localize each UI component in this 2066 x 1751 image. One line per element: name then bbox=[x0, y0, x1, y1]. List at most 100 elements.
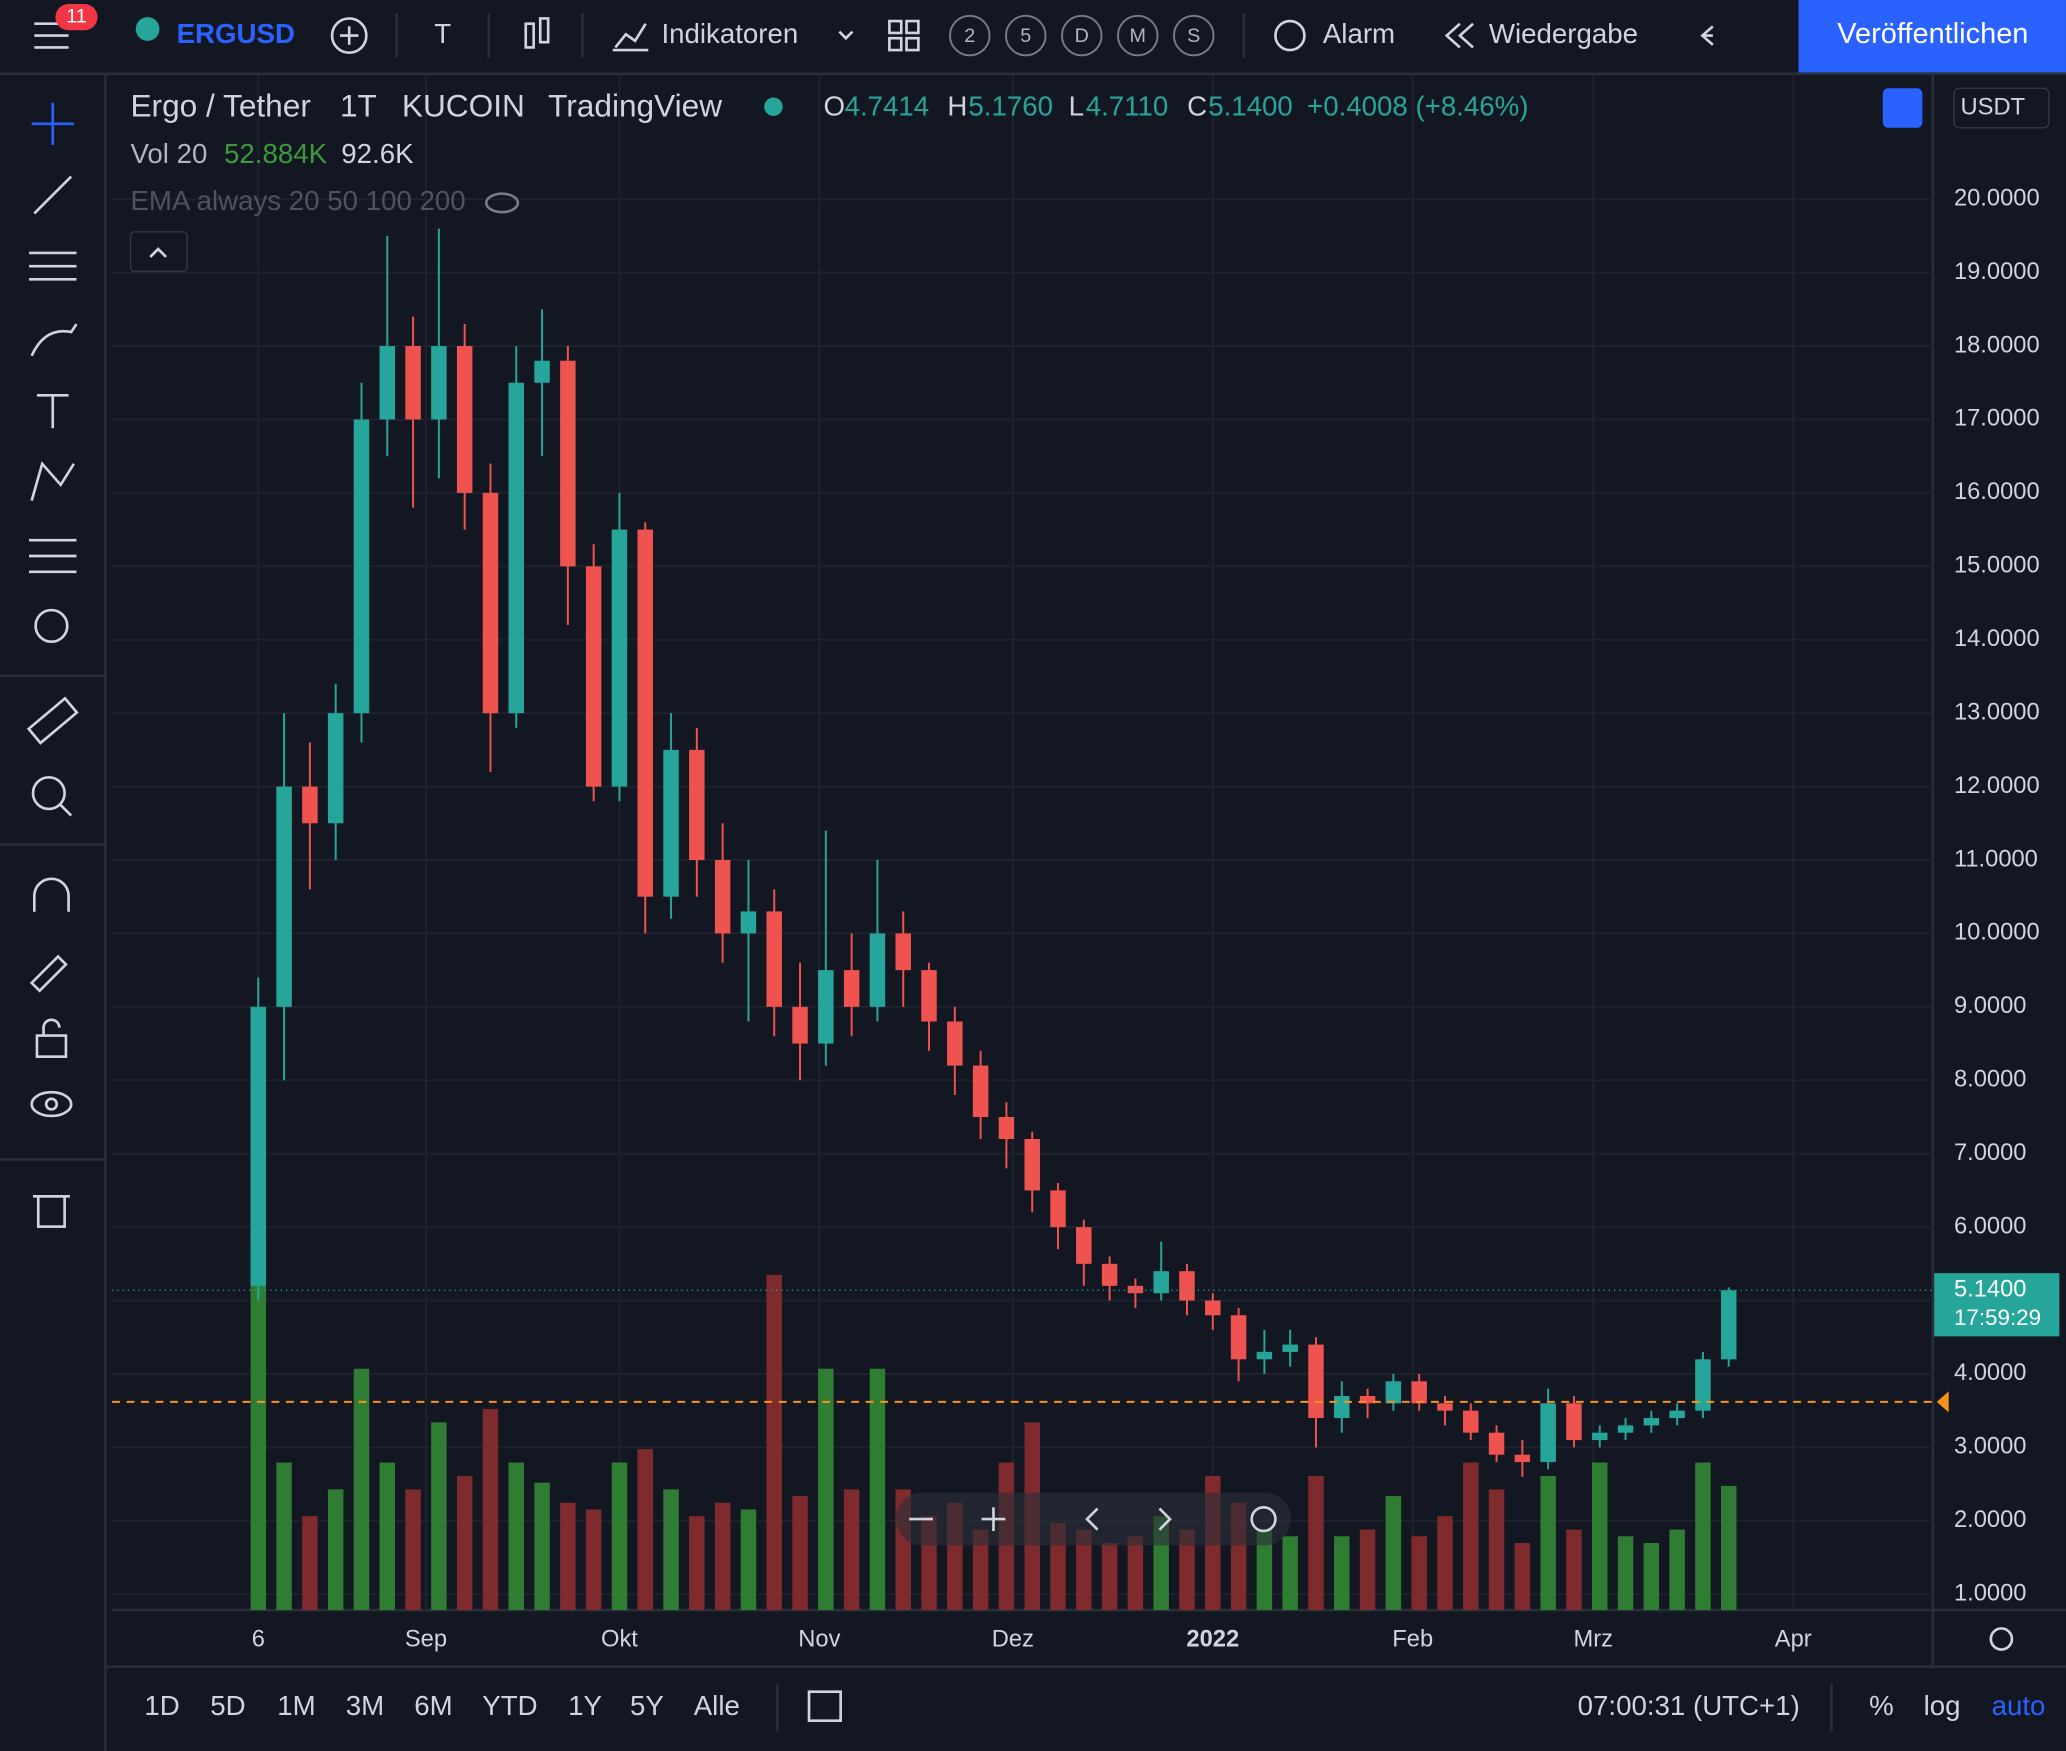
x-tick-label: Sep bbox=[405, 1627, 447, 1653]
currency-button[interactable] bbox=[1953, 87, 2050, 129]
x-tick-label: Dez bbox=[992, 1627, 1034, 1653]
zoom-controls[interactable] bbox=[895, 1492, 1292, 1546]
undo-button[interactable] bbox=[1700, 25, 1714, 46]
replay-button[interactable]: Wiedergabe bbox=[1489, 18, 1638, 49]
candle-body bbox=[947, 1021, 963, 1066]
x-tick-label: Mrz bbox=[1574, 1627, 1614, 1653]
candle-body bbox=[1540, 1403, 1556, 1463]
candle-body bbox=[740, 911, 757, 934]
range-button[interactable]: 1Y bbox=[568, 1690, 602, 1721]
volume-bar bbox=[663, 1489, 679, 1611]
volume-bar bbox=[1282, 1536, 1298, 1611]
layout-circle[interactable] bbox=[1116, 14, 1159, 57]
range-button[interactable]: Alle bbox=[694, 1690, 740, 1721]
settings-button[interactable] bbox=[1989, 1627, 2014, 1651]
candle-body bbox=[1127, 1285, 1144, 1294]
badge-count: 11 bbox=[66, 5, 87, 27]
volume-bar bbox=[508, 1462, 525, 1611]
open-value: 4.7414 bbox=[845, 90, 930, 121]
candle-body bbox=[1411, 1381, 1427, 1404]
x-tick-label: Okt bbox=[601, 1627, 638, 1653]
layout-circle[interactable] bbox=[1005, 14, 1047, 57]
volume-bar bbox=[302, 1516, 318, 1611]
hide-tool[interactable] bbox=[30, 1090, 73, 1118]
range-button[interactable]: 1M bbox=[277, 1690, 315, 1721]
auto-toggle[interactable]: auto bbox=[1992, 1690, 2046, 1721]
zoom-tool[interactable] bbox=[31, 776, 66, 811]
volume-bar bbox=[740, 1509, 757, 1611]
magnet-tool[interactable] bbox=[32, 877, 70, 912]
measure-tool[interactable] bbox=[26, 696, 79, 745]
range-button[interactable]: 6M bbox=[414, 1690, 452, 1721]
candle-body bbox=[1179, 1271, 1195, 1301]
interval-button[interactable]: T bbox=[434, 18, 451, 49]
hidden-icon[interactable] bbox=[484, 192, 520, 214]
candle-body bbox=[1385, 1381, 1402, 1404]
range-button[interactable]: YTD bbox=[482, 1690, 537, 1721]
collapse-button[interactable] bbox=[129, 231, 188, 273]
fib-tool[interactable] bbox=[29, 251, 77, 281]
layout-label: M bbox=[1130, 25, 1146, 47]
volume-bar bbox=[560, 1502, 576, 1611]
candle-body bbox=[508, 382, 525, 714]
indicators-icon bbox=[612, 23, 649, 52]
range-button[interactable]: 5Y bbox=[630, 1690, 664, 1721]
brush-tool[interactable] bbox=[30, 323, 78, 357]
candle-body bbox=[843, 970, 860, 1007]
layout-circle[interactable] bbox=[1172, 14, 1215, 57]
alarm-button[interactable]: Alarm bbox=[1323, 18, 1395, 49]
dropdown-arrow[interactable] bbox=[838, 30, 854, 41]
candle-body bbox=[1720, 1290, 1737, 1360]
range-button[interactable]: 3M bbox=[346, 1690, 384, 1721]
trendline-tool[interactable] bbox=[33, 175, 73, 215]
compare-button[interactable] bbox=[330, 17, 368, 55]
volume-bar bbox=[1076, 1529, 1092, 1611]
chart-type-button[interactable] bbox=[524, 17, 550, 49]
volume-bar bbox=[456, 1475, 473, 1611]
publish-button[interactable]: Veröffentlichen bbox=[1837, 18, 2028, 50]
candle-body bbox=[379, 346, 396, 420]
sync-button[interactable] bbox=[1882, 88, 1923, 128]
volume-bar bbox=[869, 1368, 886, 1611]
market-status bbox=[764, 97, 783, 116]
layout-button[interactable] bbox=[888, 19, 920, 52]
candle-body bbox=[1076, 1227, 1092, 1264]
volume-bar bbox=[1463, 1462, 1479, 1611]
range-button[interactable]: 1D bbox=[144, 1690, 179, 1721]
layout-label: S bbox=[1187, 25, 1200, 47]
volume-bar bbox=[1566, 1529, 1582, 1611]
volume-bar bbox=[843, 1489, 860, 1611]
volume-label: Vol 20 bbox=[130, 138, 207, 169]
candle-body bbox=[972, 1065, 989, 1117]
icon-tool[interactable] bbox=[34, 608, 69, 643]
candle-body bbox=[714, 859, 731, 934]
volume-bar bbox=[585, 1509, 602, 1611]
text-tool[interactable] bbox=[36, 393, 69, 429]
x-tick-label: Nov bbox=[798, 1627, 840, 1653]
lock-drawing-tool[interactable] bbox=[29, 954, 68, 993]
prediction-tool[interactable] bbox=[29, 538, 77, 574]
volume-bar bbox=[1695, 1462, 1711, 1611]
layout-circle[interactable] bbox=[1060, 14, 1103, 57]
candle-body bbox=[1050, 1190, 1066, 1228]
y-tick-label: 15.0000 bbox=[1954, 553, 2040, 579]
layout-circle[interactable] bbox=[949, 14, 991, 57]
currency: USDT bbox=[1961, 94, 2026, 120]
candle-body bbox=[1205, 1300, 1221, 1316]
y-tick-label: 14.0000 bbox=[1954, 626, 2040, 652]
volume-bar bbox=[766, 1274, 782, 1611]
publish-background[interactable] bbox=[1798, 0, 2066, 73]
volume-bar bbox=[1488, 1489, 1505, 1611]
pattern-tool[interactable] bbox=[30, 461, 75, 502]
lock-tool[interactable] bbox=[35, 1034, 68, 1058]
log-toggle[interactable]: log bbox=[1924, 1690, 1961, 1721]
range-button[interactable]: 5D bbox=[210, 1690, 245, 1721]
candle-body bbox=[998, 1116, 1015, 1140]
candle-body bbox=[1230, 1315, 1247, 1360]
indicators-button[interactable]: Indikatoren bbox=[661, 18, 798, 49]
percent-toggle[interactable]: % bbox=[1869, 1690, 1894, 1721]
crosshair-tool[interactable] bbox=[31, 102, 74, 145]
legend-exchange: KUCOIN bbox=[402, 87, 525, 123]
date-range-button[interactable] bbox=[807, 1690, 842, 1723]
symbol[interactable]: ERGUSD bbox=[177, 18, 295, 49]
